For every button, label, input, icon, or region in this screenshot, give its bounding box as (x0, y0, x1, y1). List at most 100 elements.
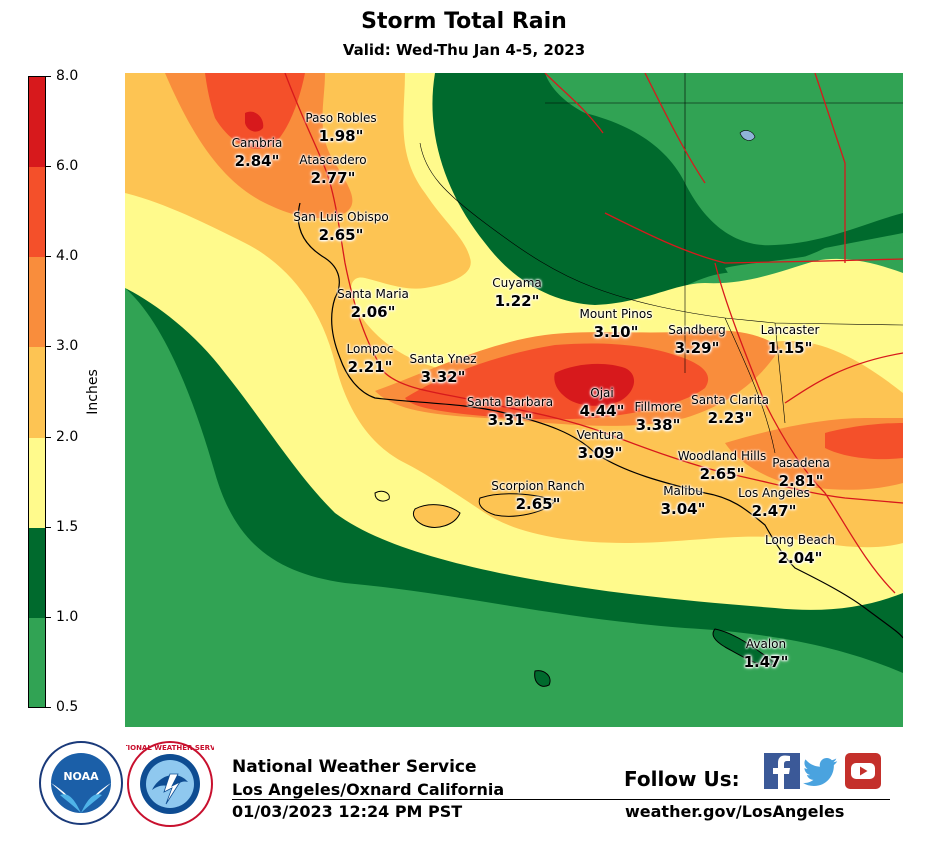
rainfall-zone-3-4 (165, 73, 903, 490)
agency-name: National Weather Service (232, 757, 477, 777)
nws-logo: NATIONAL WEATHER SERVICE (126, 741, 214, 827)
legend-swatch-3-4 (29, 257, 45, 347)
place-avalon: Avalon 1.47" (744, 637, 789, 671)
legend-colorbar (28, 76, 46, 708)
channel-island (412, 504, 461, 528)
place-name: Lompoc (346, 342, 394, 356)
place-rain-total: 2.23" (707, 409, 753, 427)
catalina-island (712, 628, 776, 666)
legend-tick-label: 0.5 (56, 699, 79, 715)
place-malibu: Malibu 3.04" (661, 484, 706, 518)
facebook-icon[interactable] (764, 753, 800, 789)
place-rain-total: 2.65" (318, 226, 364, 244)
place-name: Lancaster (760, 323, 820, 337)
place-los-angeles: Los Angeles 2.47" (738, 486, 810, 520)
place-rain-total: 2.06" (350, 303, 396, 321)
place-name: Sandberg (668, 323, 726, 337)
office-name: Los Angeles/Oxnard California (232, 780, 505, 799)
place-name: Cuyama (492, 276, 542, 290)
legend-tick-label: 1.0 (56, 609, 79, 625)
legend-swatch-2-3 (29, 347, 45, 438)
place-cuyama: Cuyama 1.22" (492, 276, 541, 310)
place-rain-total: 2.04" (777, 549, 823, 567)
place-name: Santa Barbara (466, 395, 554, 409)
place-rain-total: 2.21" (347, 358, 393, 376)
youtube-icon[interactable] (845, 753, 881, 789)
place-rain-total: 2.47" (751, 502, 797, 520)
place-santa-barbara: Santa Barbara 3.31" (467, 395, 553, 429)
channel-island (534, 670, 551, 687)
place-name: Long Beach (764, 533, 836, 547)
channel-island (478, 493, 556, 517)
channel-island (374, 490, 390, 502)
place-santa-maria: Santa Maria 2.06" (337, 287, 409, 321)
county-border (419, 73, 903, 454)
place-mount-pinos: Mount Pinos 3.10" (580, 307, 653, 341)
place-name: Malibu (663, 484, 703, 498)
place-rain-total: 2.84" (234, 152, 280, 170)
place-rain-total: 2.65" (699, 465, 745, 483)
legend-tick-label: 1.5 (56, 519, 79, 535)
rainfall-map[interactable]: Paso Robles 1.98" Cambria 2.84" Atascade… (125, 73, 903, 727)
place-paso-robles: Paso Robles 1.98" (305, 111, 376, 145)
place-lancaster: Lancaster 1.15" (761, 323, 820, 357)
place-name: Fillmore (634, 400, 682, 414)
place-pasadena: Pasadena 2.81" (772, 456, 830, 490)
legend-swatch-0_5-1 (29, 618, 45, 707)
place-fillmore: Fillmore 3.38" (634, 400, 681, 434)
place-name: San Luis Obispo (293, 210, 389, 224)
place-atascadero: Atascadero 2.77" (299, 153, 366, 187)
place-san-luis-obispo: San Luis Obispo 2.65" (293, 210, 388, 244)
noaa-logo: NOAA (39, 741, 123, 825)
legend-title: Inches (85, 369, 101, 415)
place-rain-total: 1.22" (494, 292, 540, 310)
place-name: Scorpion Ranch (491, 479, 585, 493)
nws-logo-text: NATIONAL WEATHER SERVICE (126, 744, 214, 752)
legend-tick-label: 2.0 (56, 429, 79, 445)
rainfall-zone-4-6 (205, 73, 903, 460)
legend-tick-label: 3.0 (56, 338, 79, 354)
place-cambria: Cambria 2.84" (232, 136, 283, 170)
website-link[interactable]: weather.gov/LosAngeles (625, 802, 845, 821)
legend-swatch-1_5-2 (29, 438, 45, 528)
place-rain-total: 2.65" (515, 495, 561, 513)
footer-divider (232, 799, 890, 800)
rainfall-zone-6-8 (245, 111, 635, 406)
map-subtitle: Valid: Wed-Thu Jan 4-5, 2023 (342, 41, 586, 59)
place-ojai: Ojai 4.44" (580, 386, 625, 420)
place-name: Santa Clarita (691, 393, 769, 407)
follow-us-label: Follow Us: (624, 767, 740, 791)
lake (739, 130, 756, 141)
place-name: Paso Robles (305, 111, 377, 125)
place-rain-total: 4.44" (579, 402, 625, 420)
place-sandberg: Sandberg 3.29" (668, 323, 726, 357)
place-name: Los Angeles (738, 486, 810, 500)
place-rain-total: 2.81" (778, 472, 824, 490)
legend-swatch-4-6 (29, 167, 45, 257)
place-name: Cambria (231, 136, 283, 150)
place-name: Pasadena (772, 456, 830, 470)
place-rain-total: 2.77" (310, 169, 356, 187)
legend-swatch-1-1_5 (29, 528, 45, 618)
place-name: Atascadero (299, 153, 367, 167)
place-scorpion-ranch: Scorpion Ranch 2.65" (491, 479, 584, 513)
legend-tick-label: 4.0 (56, 248, 79, 264)
place-santa-ynez: Santa Ynez 3.32" (409, 352, 476, 386)
place-lompoc: Lompoc 2.21" (346, 342, 393, 376)
place-rain-total: 1.15" (767, 339, 813, 357)
place-ventura: Ventura 3.09" (577, 428, 624, 462)
rainfall-map-canvas (125, 73, 903, 727)
place-name: Santa Maria (337, 287, 409, 301)
issued-timestamp: 01/03/2023 12:24 PM PST (232, 802, 463, 821)
legend-tick-label: 8.0 (56, 68, 79, 84)
place-rain-total: 3.32" (420, 368, 466, 386)
legend-swatch-6-8 (29, 77, 45, 167)
place-long-beach: Long Beach 2.04" (765, 533, 835, 567)
place-rain-total: 3.38" (635, 416, 681, 434)
coastline (297, 202, 903, 639)
place-name: Ojai (590, 386, 614, 400)
place-rain-total: 1.47" (743, 653, 789, 671)
place-name: Woodland Hills (677, 449, 767, 463)
twitter-icon[interactable] (803, 754, 839, 790)
highway (284, 73, 903, 594)
